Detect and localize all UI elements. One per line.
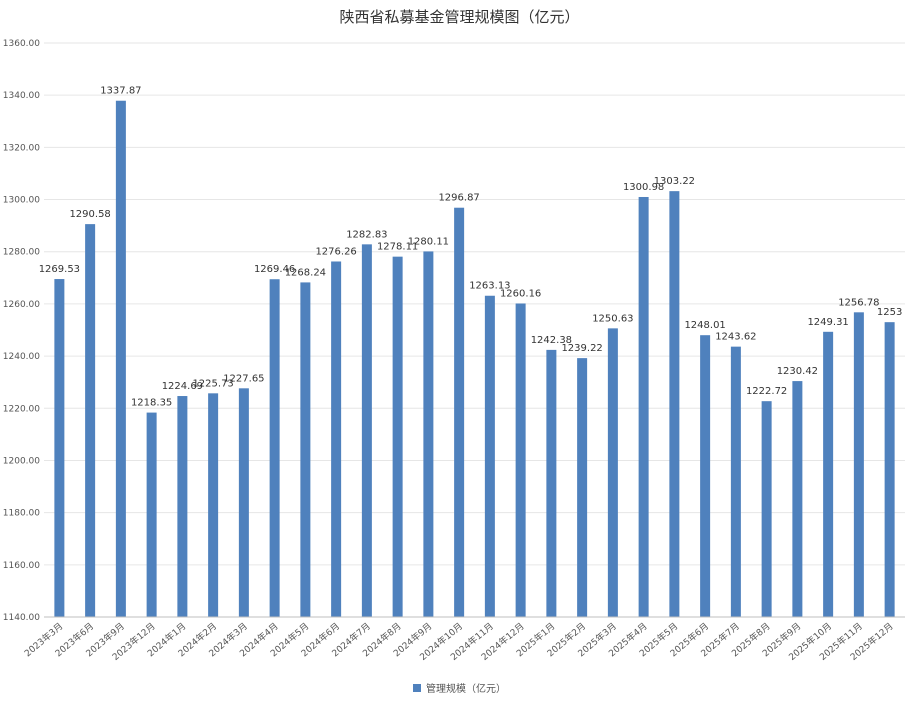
data-label: 1263.13 <box>469 281 510 292</box>
data-label: 1230.42 <box>777 366 818 377</box>
bar <box>700 335 711 617</box>
y-tick-label: 1160.00 <box>3 561 40 571</box>
bar <box>853 312 864 617</box>
chart-title: 陕西省私募基金管理规模图（亿元） <box>339 8 580 26</box>
bar <box>392 256 403 617</box>
data-label: 1337.87 <box>100 86 141 97</box>
data-label: 1276.26 <box>315 246 356 257</box>
data-label: 1296.87 <box>438 193 479 204</box>
data-label: 1239.22 <box>561 343 602 354</box>
bar <box>423 251 434 617</box>
data-label: 1256.78 <box>838 297 879 308</box>
data-label: 1225.73 <box>192 378 233 389</box>
bar <box>823 331 834 617</box>
data-label: 1280.11 <box>408 236 449 247</box>
bar <box>238 388 249 617</box>
data-label: 1269.46 <box>254 264 295 275</box>
bar <box>300 282 311 617</box>
bar <box>884 322 895 617</box>
y-tick-label: 1240.00 <box>3 352 40 362</box>
bar <box>607 328 618 617</box>
data-label: 1248.01 <box>684 320 725 331</box>
x-axis-ticks: 2023年3月2023年6月2023年9月2023年12月2024年1月2024… <box>22 620 896 663</box>
data-label: 1269.53 <box>39 264 80 275</box>
bar <box>454 207 465 617</box>
bar <box>730 346 741 617</box>
bar <box>761 401 772 617</box>
y-tick-label: 1200.00 <box>3 456 40 466</box>
legend: 管理规模（亿元） <box>0 680 919 695</box>
data-label: 1282.83 <box>346 229 387 240</box>
data-label: 1303.22 <box>654 176 695 187</box>
data-label: 1224.69 <box>162 381 203 392</box>
data-label: 1222.72 <box>746 386 787 397</box>
bar <box>577 358 588 617</box>
y-tick-label: 1300.00 <box>3 196 40 206</box>
data-label: 1268.24 <box>285 267 326 278</box>
data-label: 1250.63 <box>592 313 633 324</box>
y-tick-label: 1320.00 <box>3 143 40 153</box>
data-labels: 1269.53 1290.58 1337.87 1218.35 1224.691225.… <box>39 86 903 409</box>
bar <box>669 191 680 618</box>
y-tick-label: 1140.00 <box>3 613 40 623</box>
bar <box>515 303 526 617</box>
bar <box>54 279 65 617</box>
data-label: 1260.16 <box>500 288 541 299</box>
bars <box>54 100 895 618</box>
legend-swatch <box>413 683 421 692</box>
bar <box>792 381 803 617</box>
data-label: 1253 <box>877 307 902 318</box>
bar <box>546 349 557 617</box>
bar <box>85 224 96 617</box>
bar <box>177 396 188 617</box>
data-label: 1242.38 <box>531 335 572 346</box>
data-label: 1218.35 <box>131 398 172 409</box>
bar <box>146 412 157 617</box>
bar <box>208 393 219 617</box>
data-label: 1300.98 <box>623 182 664 193</box>
y-tick-label: 1180.00 <box>3 509 40 519</box>
y-tick-label: 1360.00 <box>3 39 40 49</box>
bar <box>484 295 495 617</box>
gridlines <box>44 42 905 618</box>
bar <box>638 196 649 618</box>
y-axis-ticks: 1140.00 1160.00 1180.00 1200.00 1220.00 1240.… <box>3 39 40 623</box>
data-label: 1278.11 <box>377 242 418 253</box>
y-tick-label: 1340.00 <box>3 91 40 101</box>
y-tick-label: 1220.00 <box>3 404 40 414</box>
y-tick-label: 1280.00 <box>3 248 40 258</box>
data-label: 1227.65 <box>223 373 264 384</box>
data-label: 1243.62 <box>715 332 756 343</box>
data-label: 1290.58 <box>69 209 110 220</box>
y-tick-label: 1260.00 <box>3 300 40 310</box>
legend-label: 管理规模（亿元） <box>426 684 506 695</box>
bar <box>269 279 280 617</box>
bar <box>331 261 342 617</box>
bar <box>361 244 372 617</box>
bar <box>115 100 126 617</box>
data-label: 1249.31 <box>807 317 848 328</box>
